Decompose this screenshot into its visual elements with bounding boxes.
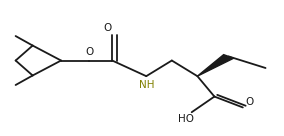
Text: NH: NH bbox=[139, 80, 154, 90]
Text: O: O bbox=[246, 97, 254, 107]
Text: HO: HO bbox=[178, 114, 194, 124]
Text: O: O bbox=[104, 23, 112, 33]
Polygon shape bbox=[197, 55, 234, 76]
Text: O: O bbox=[85, 47, 94, 57]
